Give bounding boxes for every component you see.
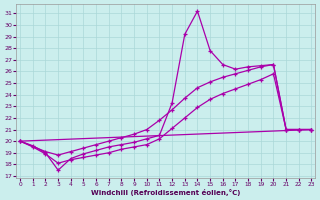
X-axis label: Windchill (Refroidissement éolien,°C): Windchill (Refroidissement éolien,°C)	[91, 189, 240, 196]
